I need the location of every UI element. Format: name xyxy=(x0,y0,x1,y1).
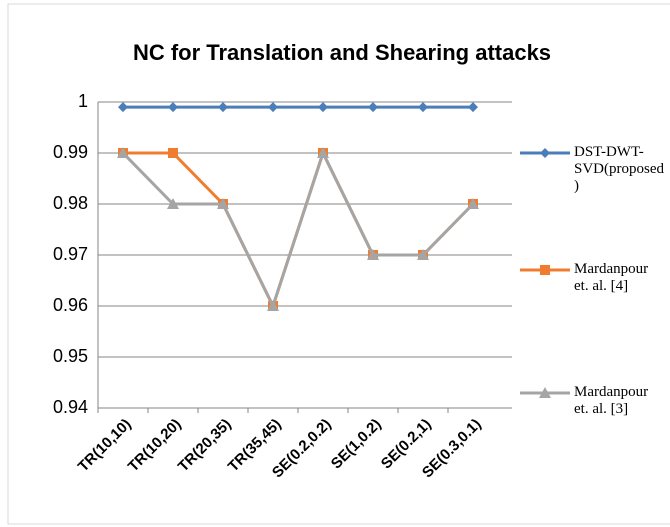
marker xyxy=(367,249,379,260)
marker xyxy=(318,102,328,113)
x-tick-label: TR(20,35) xyxy=(175,416,235,476)
y-tick-label: 0.95 xyxy=(53,346,88,366)
marker xyxy=(168,102,178,113)
marker xyxy=(368,102,378,113)
y-tick-label: 1 xyxy=(78,91,88,111)
y-tick-label: 0.98 xyxy=(53,193,88,213)
y-tick-label: 0.96 xyxy=(53,295,88,315)
marker xyxy=(540,148,550,158)
marker xyxy=(118,102,128,113)
legend-label: Mardanpour et. al. [4] xyxy=(574,261,649,294)
marker xyxy=(167,198,179,209)
marker xyxy=(418,102,428,113)
x-tick-label: SE(1,0.2) xyxy=(328,416,385,473)
chart-title: NC for Translation and Shearing attacks xyxy=(133,40,551,65)
series-line xyxy=(121,149,475,310)
chart-border xyxy=(7,3,670,525)
x-tick-label: TR(10,20) xyxy=(125,416,185,476)
legend-label: Mardanpour et. al. [3] xyxy=(574,384,649,417)
y-tick-label: 0.94 xyxy=(53,397,88,417)
marker xyxy=(218,102,228,113)
marker xyxy=(468,102,478,113)
y-tick-label: 0.97 xyxy=(53,244,88,264)
legend-label: DST-DWT-SVD(proposed) xyxy=(574,144,664,194)
y-tick-label: 0.99 xyxy=(53,142,88,162)
marker xyxy=(317,147,329,158)
x-tick-label: TR(10,10) xyxy=(75,416,135,476)
marker xyxy=(267,300,279,311)
marker xyxy=(467,198,479,209)
marker xyxy=(168,148,178,158)
marker xyxy=(268,102,278,113)
marker xyxy=(540,265,550,275)
marker xyxy=(217,198,229,209)
marker xyxy=(539,387,551,398)
marker xyxy=(417,249,429,260)
marker xyxy=(117,147,129,158)
